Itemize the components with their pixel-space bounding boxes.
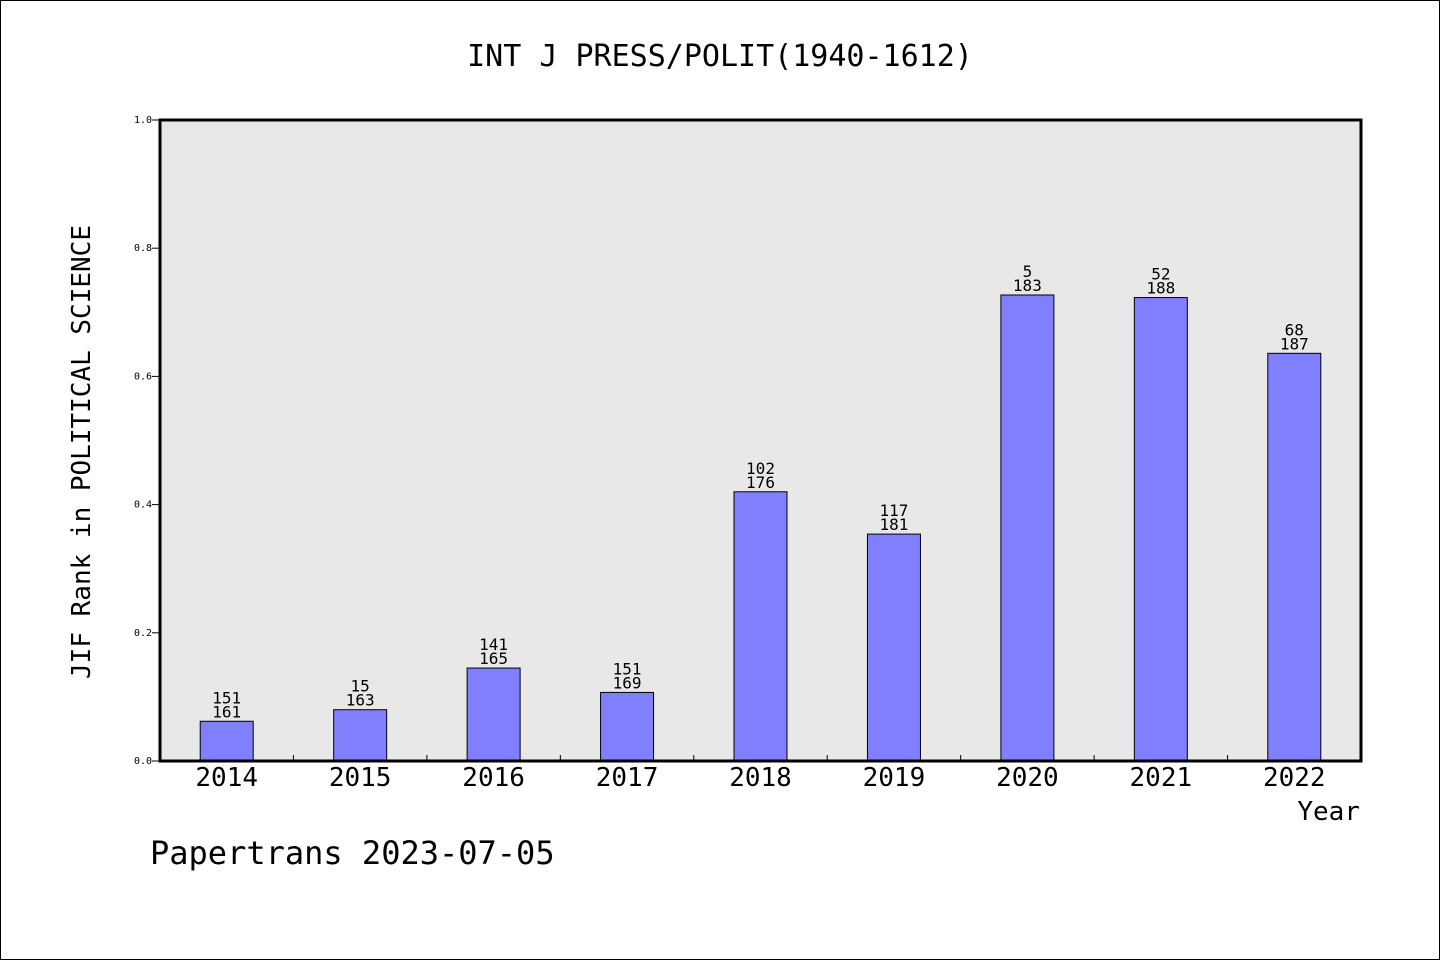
x-tick-label: 2015: [329, 763, 392, 793]
bar-rank-label: 52: [1151, 265, 1170, 284]
bar: [333, 709, 388, 762]
y-tick-label: 0.6: [134, 371, 152, 382]
x-tick-label: 2016: [462, 763, 525, 793]
bar-rank-label: 151: [613, 659, 642, 678]
bar: [1000, 294, 1055, 762]
x-tick-label: 2021: [1130, 763, 1193, 793]
bars: [199, 294, 1322, 762]
x-tick-label: 2017: [596, 763, 659, 793]
y-tick-label: 0.0: [134, 756, 152, 767]
bar: [1133, 297, 1188, 762]
bar-total-label: 169: [613, 673, 642, 692]
bar: [600, 691, 655, 762]
y-axis-label: JIF Rank in POLITICAL SCIENCE: [67, 225, 97, 679]
x-tick-label: 2022: [1263, 763, 1326, 793]
bar-rank-label: 117: [879, 501, 908, 520]
bar-total-label: 187: [1280, 334, 1309, 353]
x-axis-label: Year: [1297, 797, 1360, 827]
y-tick-label: 0.8: [134, 243, 152, 254]
bar-total-label: 181: [879, 515, 908, 534]
bar: [866, 533, 921, 762]
y-axis: 0.0 0.2 0.4 0.6 0.8 1.0: [134, 115, 160, 767]
plot-border: [158, 118, 1363, 763]
bar-total-label: 188: [1146, 279, 1175, 298]
x-axis: 2014 2015 2016 2017 2018 2019 2020 2021 2022: [195, 755, 1326, 793]
bar-rank-label: 141: [479, 635, 508, 654]
footer-credit: Papertrans 2023-07-05: [150, 834, 555, 872]
bar-total-label: 183: [1013, 276, 1042, 295]
bar-total-label: 165: [479, 649, 508, 668]
y-tick-label: 0.4: [134, 500, 152, 511]
bar-rank-label: 15: [351, 677, 370, 696]
bar-total-label: 163: [346, 691, 375, 710]
bar-rank-label: 5: [1023, 262, 1033, 281]
bar: [1267, 352, 1322, 762]
x-tick-label: 2019: [863, 763, 926, 793]
bar-rank-label: 68: [1285, 320, 1304, 339]
bar-rank-label: 151: [212, 688, 241, 707]
x-tick-label: 2014: [195, 763, 258, 793]
bar-total-label: 176: [746, 473, 775, 492]
bar-total-label: 161: [212, 702, 241, 721]
bar: [466, 667, 521, 762]
y-tick-label: 1.0: [134, 115, 152, 126]
bar: [733, 491, 788, 762]
y-tick-label: 0.2: [134, 628, 152, 639]
bar-rank-label: 102: [746, 459, 775, 478]
x-tick-label: 2018: [729, 763, 792, 793]
bar: [199, 720, 254, 762]
chart-title: INT J PRESS/POLIT(1940-1612): [467, 39, 973, 74]
x-tick-label: 2020: [996, 763, 1059, 793]
bar-labels: 1511611516314116515116910217611718151835…: [212, 262, 1308, 721]
